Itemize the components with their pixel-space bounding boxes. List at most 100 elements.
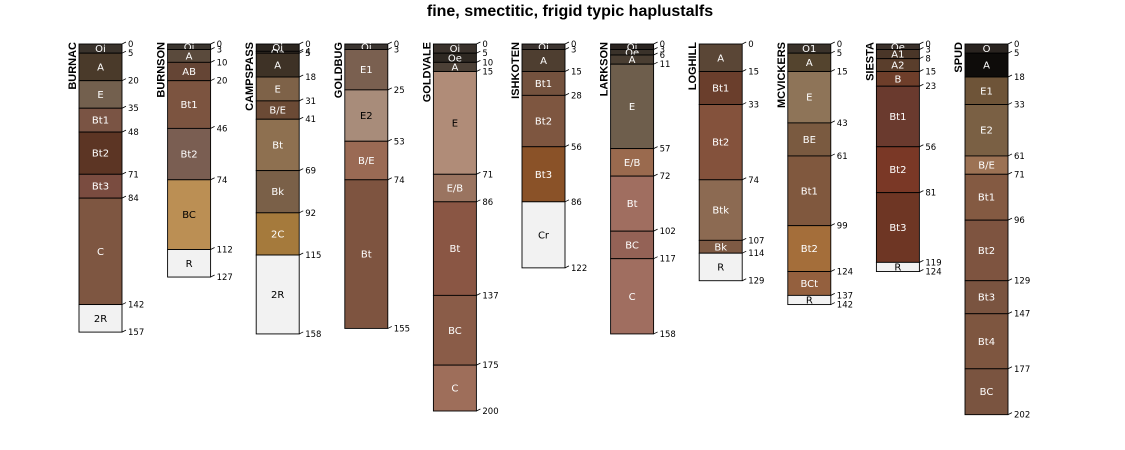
horizon-label: Bt2 bbox=[889, 165, 906, 176]
depth-label: 23 bbox=[925, 82, 936, 92]
profile-name: MCVICKERS bbox=[776, 42, 788, 108]
horizon-label: Bt1 bbox=[889, 112, 906, 123]
depth-tick bbox=[1007, 278, 1013, 282]
depth-label: 71 bbox=[1014, 170, 1025, 180]
depth-label: 114 bbox=[748, 249, 764, 259]
horizon-label: A bbox=[451, 62, 458, 73]
depth-tick bbox=[830, 120, 835, 124]
horizon-bt3: Bt3 84 bbox=[78, 173, 139, 204]
horizon-a: A 18 bbox=[255, 52, 316, 83]
horizon-label: Oi bbox=[450, 44, 461, 55]
horizon-label: A2 bbox=[891, 61, 904, 72]
horizon-label: E/B bbox=[447, 184, 464, 195]
horizon-label: Bt2 bbox=[181, 150, 198, 161]
depth-label: 119 bbox=[925, 258, 941, 268]
depth-tick bbox=[564, 69, 570, 72]
horizon-be: BE 61 bbox=[787, 122, 848, 162]
depth-label: 124 bbox=[925, 268, 941, 278]
depth-tick bbox=[476, 50, 481, 54]
depth-tick bbox=[299, 98, 304, 102]
horizon-a: A 20 bbox=[78, 52, 139, 87]
profile-name: SIESTA bbox=[864, 42, 876, 81]
depth-label: 74 bbox=[394, 176, 405, 186]
depth-label: 115 bbox=[305, 251, 321, 261]
depth-label: 175 bbox=[482, 361, 498, 371]
horizon-label: A bbox=[983, 61, 990, 72]
depth-label: 61 bbox=[1014, 152, 1025, 162]
depth-tick bbox=[121, 41, 127, 45]
depth-tick bbox=[387, 177, 392, 181]
depth-tick bbox=[653, 41, 658, 45]
depth-label: 124 bbox=[837, 268, 853, 278]
depth-tick bbox=[210, 247, 215, 250]
depth-tick bbox=[919, 69, 924, 72]
profile-mcvickers: MCVICKERS 0 O1 5 A 15 E 43 BE 61 Bt1 99 Bt2 124 BCt 137… bbox=[776, 40, 853, 311]
horizon-bt2: Bt2 71 bbox=[78, 131, 139, 180]
horizon-rect bbox=[698, 179, 743, 241]
depth-tick bbox=[121, 78, 127, 82]
depth-label: 6 bbox=[660, 51, 665, 61]
depth-label: 81 bbox=[925, 189, 936, 199]
depth-tick bbox=[742, 41, 747, 45]
depth-tick bbox=[564, 41, 570, 45]
depth-tick bbox=[1007, 153, 1013, 157]
horizon-rect bbox=[875, 192, 920, 263]
horizon-rect bbox=[521, 94, 566, 148]
profile-burnac: BURNAC 0 Oi 5 A 20 E 35 Bt1 48 Bt2 71 Bt3 84 C 142 2R 157 bbox=[67, 40, 144, 338]
depth-tick bbox=[830, 69, 835, 72]
depth-tick bbox=[830, 269, 835, 272]
depth-label: 0 bbox=[305, 40, 310, 50]
horizon-label: A bbox=[806, 58, 813, 69]
horizon-label: Bt3 bbox=[535, 170, 552, 181]
horizon-label: A bbox=[629, 55, 636, 66]
horizon-a: A 10 bbox=[167, 49, 228, 68]
depth-label: 15 bbox=[925, 68, 936, 78]
horizon-c: C 158 bbox=[610, 258, 676, 340]
depth-tick bbox=[299, 41, 304, 45]
depth-tick bbox=[299, 48, 304, 52]
depth-label: 61 bbox=[837, 152, 848, 162]
depth-label: 5 bbox=[482, 49, 487, 59]
depth-label: 122 bbox=[571, 264, 587, 274]
horizon-rect bbox=[432, 173, 477, 203]
depth-tick bbox=[653, 146, 658, 149]
depth-tick bbox=[564, 265, 570, 269]
horizon-rect bbox=[255, 118, 300, 172]
horizon-rect bbox=[432, 71, 477, 175]
depth-label: 10 bbox=[217, 58, 228, 68]
horizon-rect bbox=[344, 179, 389, 329]
depth-label: 0 bbox=[128, 40, 133, 50]
depth-tick bbox=[919, 144, 924, 148]
depth-label: 155 bbox=[394, 324, 410, 334]
depth-tick bbox=[299, 210, 304, 214]
depth-label: 86 bbox=[571, 198, 582, 208]
profile-name: SPUD bbox=[953, 42, 965, 73]
horizon-rect bbox=[964, 173, 1009, 221]
horizon-2r: 2R 158 bbox=[255, 254, 321, 340]
horizon-label: Bt2 bbox=[535, 117, 552, 128]
depth-tick bbox=[830, 41, 835, 45]
depth-tick bbox=[1007, 366, 1013, 370]
depth-tick bbox=[919, 190, 924, 193]
profile-name: BURNAC bbox=[67, 42, 79, 90]
depth-label: 0 bbox=[660, 40, 665, 50]
depth-tick bbox=[653, 331, 658, 335]
horizon-bt1: Bt1 99 bbox=[787, 155, 848, 232]
depth-label: 158 bbox=[660, 330, 676, 340]
depth-label: 147 bbox=[1014, 310, 1030, 320]
horizon-label: Bt2 bbox=[92, 149, 109, 160]
depth-tick bbox=[476, 59, 481, 63]
depth-label: 57 bbox=[660, 145, 671, 155]
horizon-label: Bt bbox=[627, 199, 638, 210]
horizon-label: Bt bbox=[361, 250, 372, 261]
depth-tick bbox=[121, 195, 127, 199]
horizon-label: Bt3 bbox=[889, 223, 906, 234]
depth-tick bbox=[387, 47, 392, 50]
horizon-rect bbox=[610, 230, 655, 260]
depth-label: 0 bbox=[394, 40, 399, 50]
horizon-label: 2R bbox=[271, 290, 284, 301]
horizon-rect bbox=[167, 249, 212, 278]
horizon-label: R bbox=[717, 262, 724, 273]
depth-label: 3 bbox=[571, 46, 576, 56]
depth-label: 20 bbox=[217, 77, 228, 87]
